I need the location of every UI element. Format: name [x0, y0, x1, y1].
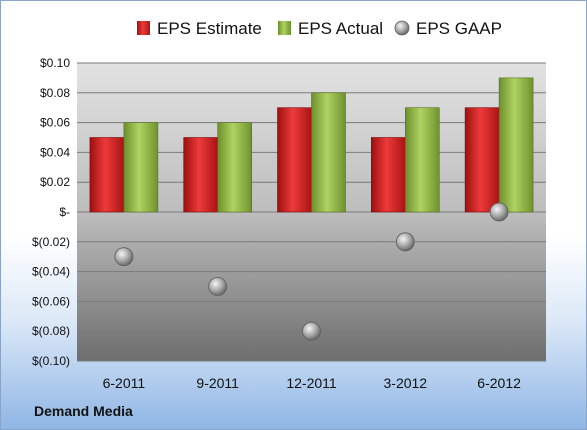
legend-swatch-eps-gaap	[394, 20, 410, 36]
point-eps-gaap	[208, 277, 228, 296]
bar-eps-actual	[498, 77, 534, 213]
y-axis: $0.10 $0.08 $0.06 $0.04 $0.02 $- $(0.02) $(0.04…	[32, 56, 70, 368]
bar-eps-actual	[123, 122, 159, 213]
x-tick-label: 9-2011	[196, 375, 239, 391]
y-tick-label: $0.10	[40, 56, 70, 70]
gaap-points	[114, 202, 509, 341]
x-tick-label: 12-2011	[286, 375, 337, 391]
bars	[89, 77, 534, 213]
legend-swatch-eps-estimate	[137, 21, 150, 35]
point-eps-gaap	[302, 321, 321, 341]
bar-eps-actual	[404, 107, 440, 213]
x-tick-label: 6-2011	[103, 375, 146, 391]
y-tick-label: $(0.08)	[32, 324, 70, 338]
bar-eps-estimate	[183, 137, 218, 213]
point-eps-gaap	[489, 202, 509, 222]
y-tick-label: $0.04	[40, 145, 70, 159]
bar-eps-estimate	[277, 107, 312, 213]
legend-swatch-eps-actual	[278, 21, 291, 35]
bar-eps-estimate	[464, 107, 500, 213]
legend-label: EPS Actual	[298, 19, 383, 38]
point-eps-gaap	[114, 247, 134, 267]
y-tick-label: $0.08	[40, 86, 70, 100]
legend: EPS Estimate EPS Actual EPS GAAP	[137, 19, 502, 38]
company-name: Demand Media	[34, 403, 133, 419]
y-tick-label: $(0.02)	[32, 235, 70, 249]
x-tick-label: 3-2012	[384, 375, 428, 391]
bar-eps-estimate	[89, 137, 125, 213]
y-tick-label: $(0.06)	[32, 294, 70, 308]
y-tick-label: $(0.04)	[32, 265, 70, 279]
point-eps-gaap	[395, 232, 415, 252]
y-tick-label: $(0.10)	[32, 354, 70, 368]
y-tick-label: $0.06	[40, 116, 70, 130]
x-axis: 6-2011 9-2011 12-2011 3-2012 6-2012	[103, 375, 521, 391]
y-tick-label: $0.02	[40, 175, 70, 189]
bar-eps-actual	[311, 92, 346, 213]
legend-label: EPS Estimate	[157, 19, 262, 38]
legend-label: EPS GAAP	[416, 19, 502, 38]
x-tick-label: 6-2012	[477, 375, 521, 391]
bar-eps-actual	[217, 122, 252, 213]
y-tick-label: $-	[59, 205, 70, 219]
bar-eps-estimate	[370, 137, 406, 213]
